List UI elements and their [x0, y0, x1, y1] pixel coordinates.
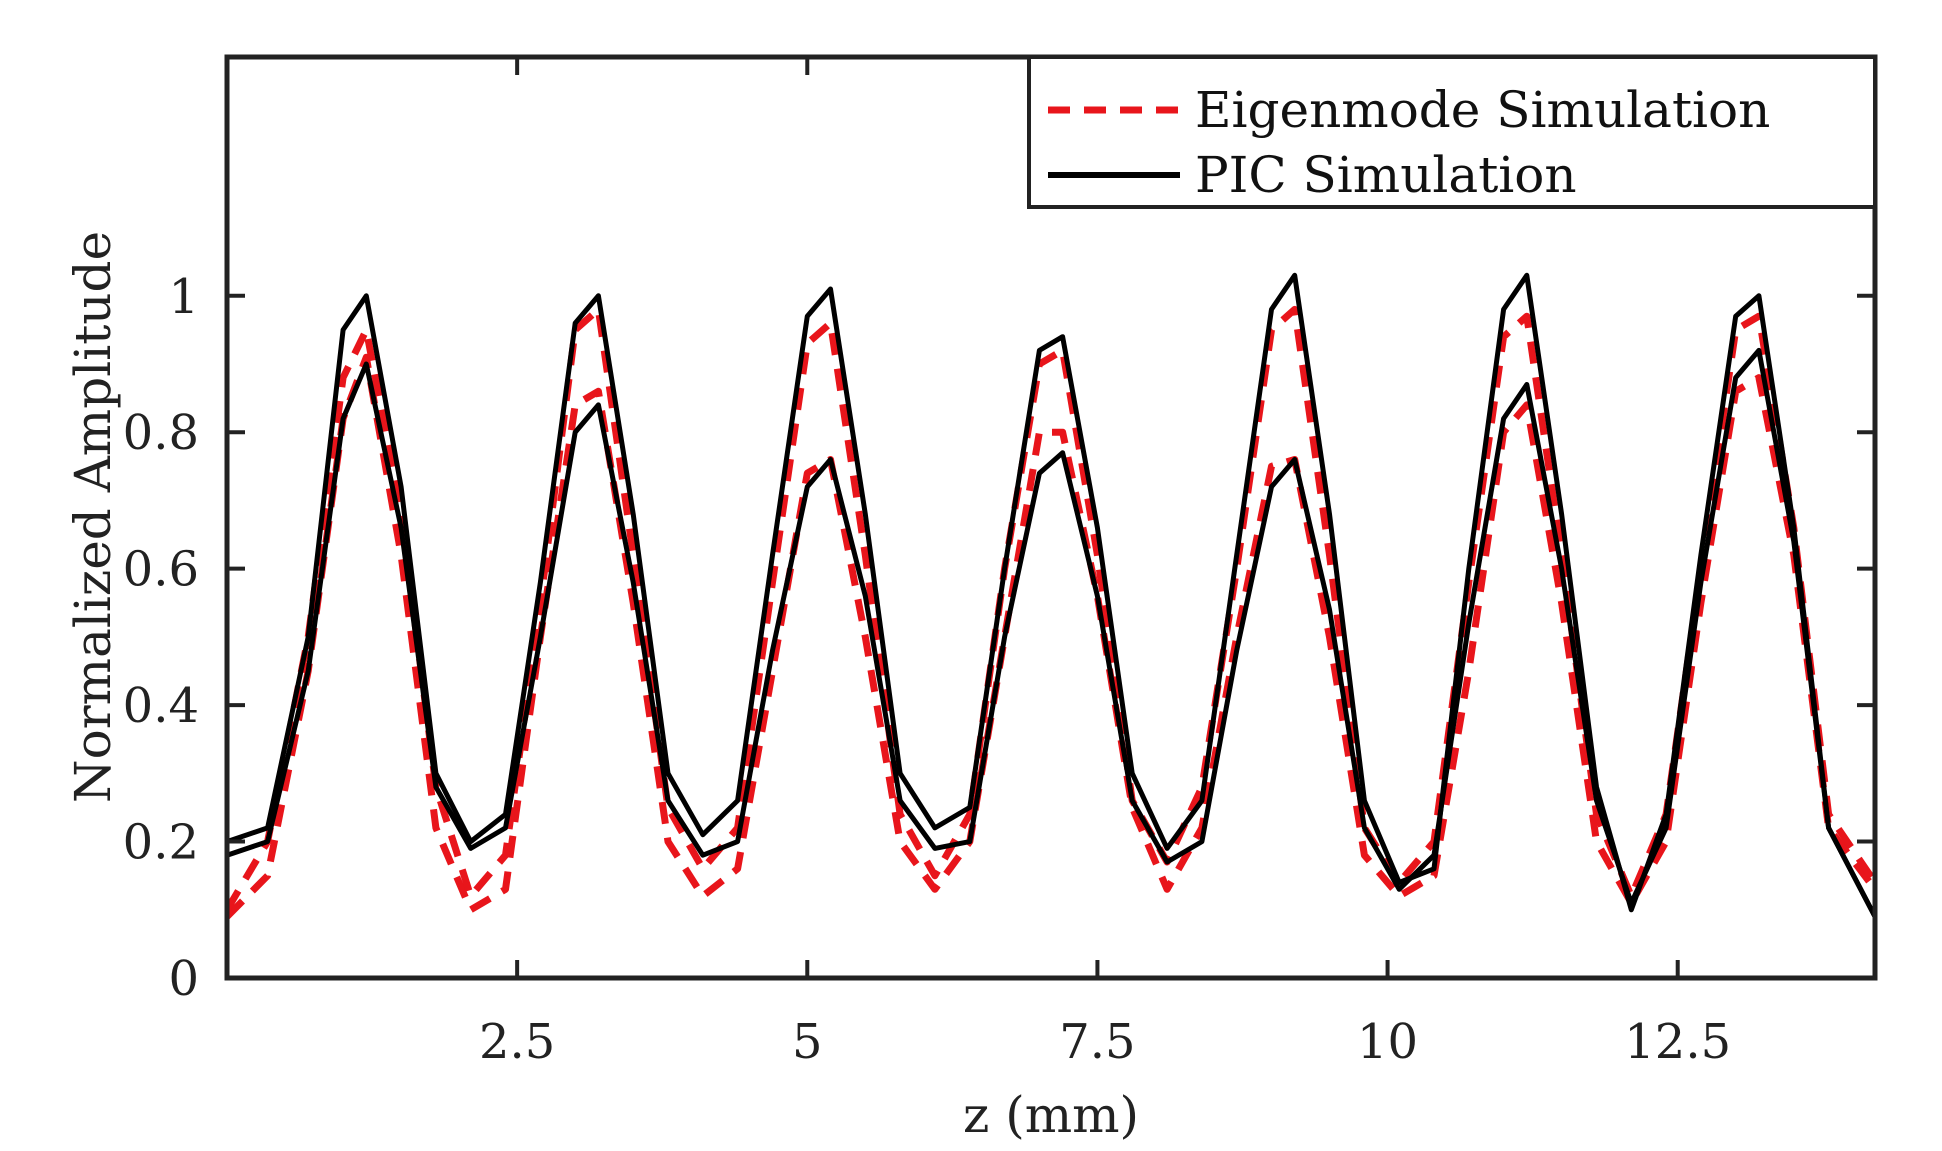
x-axis-label: z (mm) [963, 1086, 1139, 1144]
series-line-3 [227, 347, 1875, 918]
x-tick-label: 10 [1357, 1014, 1418, 1070]
y-tick-label: 0.4 [123, 678, 199, 734]
x-tick-label: 7.5 [1059, 1014, 1135, 1070]
y-tick-label: 0 [168, 951, 199, 1007]
x-tick-label: 12.5 [1624, 1014, 1731, 1070]
y-axis-label: Normalized Amplitude [64, 231, 122, 803]
y-tick-label: 0.2 [123, 815, 199, 871]
legend-pic-label: PIC Simulation [1195, 146, 1577, 204]
legend-box [1027, 55, 1877, 209]
x-tick-label: 5 [792, 1014, 823, 1070]
x-tick-label: 2.5 [479, 1014, 555, 1070]
tick-labels: 2.5 5 7.5 10 12.5 0 0.2 0.4 0.6 0.8 1 [123, 269, 1731, 1070]
y-tick-label: 1 [168, 269, 199, 325]
y-tick-label: 0.6 [123, 542, 199, 598]
series-line-2 [227, 272, 1875, 918]
y-tick-label: 0.8 [123, 405, 199, 461]
legend-eigenmode-label: Eigenmode Simulation [1195, 81, 1770, 139]
series-layer [227, 272, 1875, 920]
legend: Eigenmode Simulation PIC Simulation [1027, 55, 1877, 209]
series-line-0 [227, 353, 1875, 920]
series-line-1 [227, 305, 1875, 912]
